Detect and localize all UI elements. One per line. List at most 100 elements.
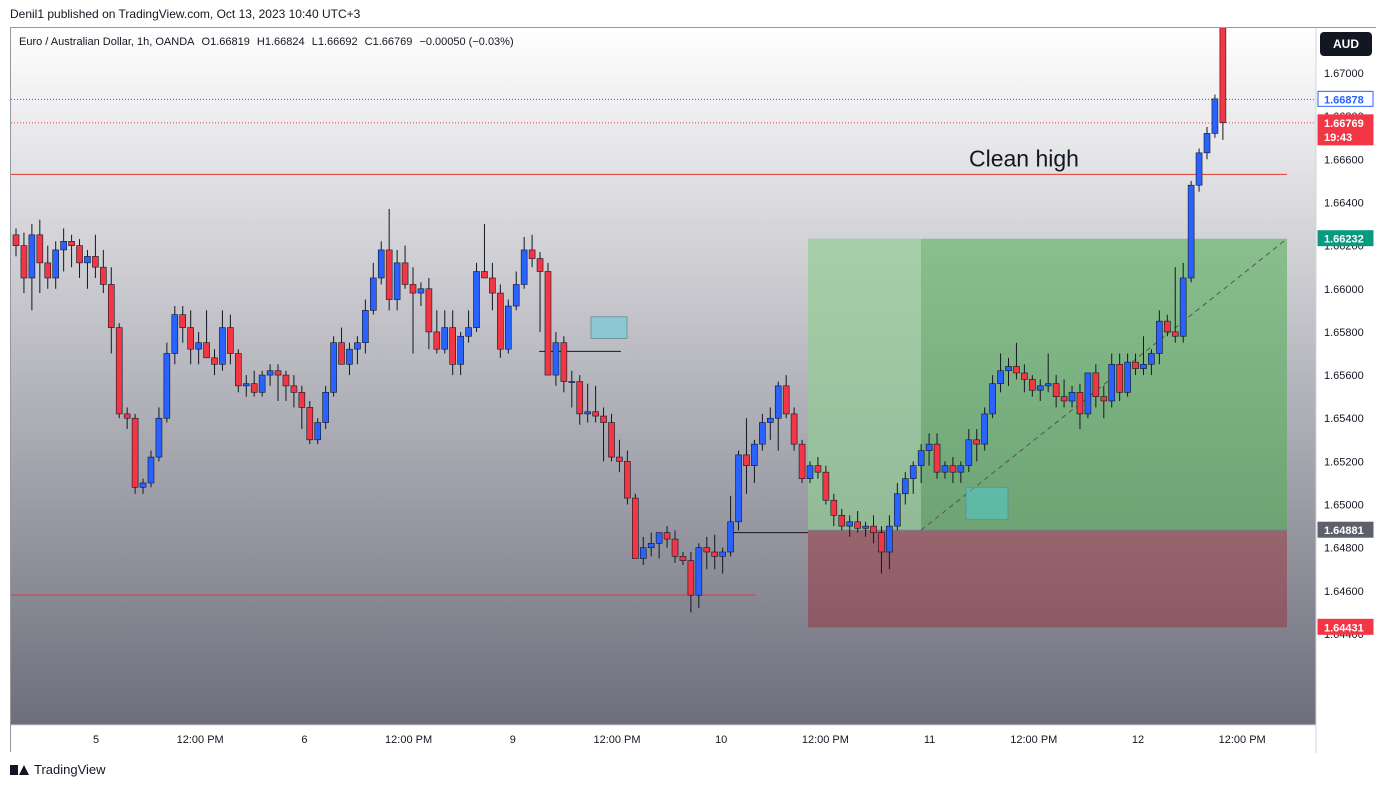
candle-body bbox=[76, 245, 83, 264]
candle-body bbox=[536, 258, 544, 272]
legend-change: −0.00050 (−0.03%) bbox=[419, 36, 514, 48]
candle-body bbox=[1092, 372, 1100, 397]
candle-body bbox=[751, 443, 758, 467]
time-tick-label: 12:00 PM bbox=[177, 734, 224, 746]
candle bbox=[12, 228, 20, 257]
candle-body bbox=[782, 385, 790, 415]
candle-body bbox=[727, 521, 734, 553]
candle bbox=[608, 413, 615, 462]
take-profit-label-bg bbox=[1317, 230, 1374, 247]
candle-body bbox=[425, 288, 433, 333]
candle bbox=[322, 385, 329, 430]
candle-body bbox=[1029, 379, 1036, 391]
candle-body bbox=[227, 327, 234, 354]
candle bbox=[1044, 353, 1052, 393]
candle-body bbox=[377, 249, 385, 279]
candle-body bbox=[409, 284, 417, 294]
candle-body bbox=[385, 249, 393, 300]
candle-body bbox=[465, 327, 472, 337]
candle-body bbox=[36, 234, 44, 264]
candle-body bbox=[973, 439, 981, 445]
candle bbox=[957, 461, 965, 483]
candle bbox=[528, 234, 536, 268]
candle-body bbox=[12, 234, 20, 246]
candle bbox=[949, 457, 957, 483]
candle-body bbox=[171, 314, 179, 354]
candle bbox=[886, 515, 893, 570]
candle-body bbox=[878, 532, 885, 553]
candle bbox=[1005, 357, 1012, 386]
candle bbox=[131, 413, 139, 494]
candle bbox=[68, 234, 75, 268]
candle-body bbox=[806, 465, 814, 479]
candle-body bbox=[822, 471, 830, 501]
candle bbox=[901, 472, 909, 505]
candle bbox=[179, 306, 187, 343]
candle-body bbox=[1100, 396, 1108, 402]
candle bbox=[782, 375, 790, 419]
candle-body bbox=[441, 327, 449, 350]
candle bbox=[219, 310, 226, 371]
candle bbox=[497, 284, 504, 358]
candle bbox=[774, 381, 782, 451]
price-tick-label: 1.65200 bbox=[1324, 456, 1364, 468]
candle bbox=[92, 234, 99, 278]
candle bbox=[925, 433, 933, 466]
time-tick-label: 5 bbox=[93, 734, 99, 746]
candle-body bbox=[687, 560, 695, 596]
chart-canvas[interactable]: Clean high 1.670001.668001.666001.664001… bbox=[11, 28, 1377, 753]
candle bbox=[1140, 336, 1147, 376]
candle-body bbox=[862, 525, 869, 529]
candle bbox=[846, 515, 854, 537]
legend-high: H1.66824 bbox=[256, 36, 305, 48]
candle-body bbox=[1164, 320, 1171, 333]
candle-body bbox=[250, 383, 258, 393]
candle-body bbox=[703, 547, 711, 553]
candle bbox=[552, 331, 560, 386]
candle bbox=[568, 370, 576, 408]
candle bbox=[838, 508, 846, 531]
candle-body bbox=[735, 454, 742, 523]
candle-body bbox=[115, 327, 123, 415]
currency-button[interactable]: AUD bbox=[1320, 32, 1372, 56]
chart-frame[interactable]: Clean high 1.670001.668001.666001.664001… bbox=[10, 27, 1377, 753]
publish-info: Denil1 published on TradingView.com, Oct… bbox=[10, 7, 361, 21]
candle bbox=[814, 457, 822, 479]
candle bbox=[536, 252, 544, 332]
candle-body bbox=[901, 478, 909, 495]
candle bbox=[1068, 385, 1076, 408]
time-tick-label: 12 bbox=[1132, 734, 1144, 746]
candle bbox=[1029, 375, 1036, 397]
candle-body bbox=[647, 543, 655, 548]
candle-body bbox=[489, 277, 496, 294]
candle bbox=[941, 461, 949, 479]
candle-body bbox=[568, 381, 576, 383]
candle bbox=[878, 526, 885, 574]
candle-body bbox=[322, 392, 329, 423]
entry-price-label: 1.64881 bbox=[1324, 525, 1364, 537]
price-tick-label: 1.64800 bbox=[1324, 543, 1364, 555]
candle-body bbox=[838, 515, 846, 527]
candle bbox=[139, 478, 147, 494]
candle-body bbox=[28, 234, 36, 279]
candle bbox=[894, 482, 901, 531]
candle bbox=[719, 547, 726, 574]
fvg-box-2 bbox=[965, 486, 1009, 521]
candle bbox=[766, 407, 774, 440]
candle-body bbox=[520, 249, 528, 285]
footer-brand[interactable]: TradingView bbox=[34, 762, 106, 777]
candle bbox=[28, 224, 36, 311]
candle bbox=[512, 271, 520, 311]
candle bbox=[1052, 375, 1060, 408]
candle-body bbox=[1005, 366, 1012, 372]
candle bbox=[393, 249, 401, 311]
candle-body bbox=[576, 381, 584, 415]
candle bbox=[489, 262, 496, 311]
candle-body bbox=[258, 374, 266, 393]
candle-body bbox=[957, 465, 965, 473]
candle bbox=[711, 534, 719, 570]
candle-body bbox=[457, 335, 464, 365]
candle-body bbox=[163, 353, 171, 419]
candle bbox=[425, 277, 433, 350]
candle-body bbox=[870, 525, 877, 533]
